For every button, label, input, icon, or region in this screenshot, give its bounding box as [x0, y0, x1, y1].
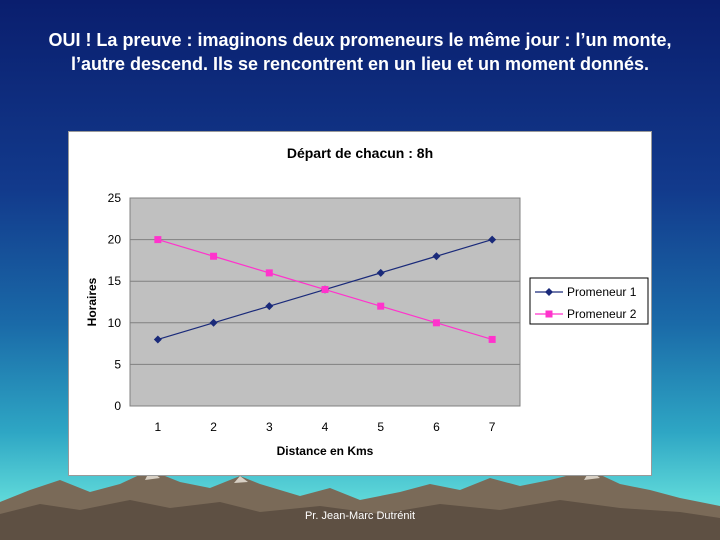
y-tick-label: 10 [108, 316, 122, 330]
x-tick-label: 2 [210, 420, 217, 434]
series-layer [153, 235, 497, 344]
legend-marker [545, 288, 553, 296]
data-point [209, 318, 218, 327]
x-tick-label: 7 [489, 420, 496, 434]
legend-label: Promeneur 1 [567, 285, 637, 299]
legend: Promeneur 1 Promeneur 2 [535, 285, 637, 321]
y-axis-ticks: 0 5 10 15 20 25 [108, 191, 122, 413]
grid-lines [130, 239, 520, 365]
chart-container: Départ de chacun : 8h 0 5 10 15 20 25 1 2 3 4 5 6 7… [68, 131, 652, 476]
plot-area [129, 197, 521, 407]
data-point [488, 335, 496, 343]
data-point [210, 252, 218, 260]
data-point [376, 268, 385, 277]
x-tick-label: 3 [266, 420, 273, 434]
slide-title: OUI ! La preuve : imaginons deux promene… [48, 30, 672, 74]
legend-entry-1: Promeneur 1 [535, 285, 637, 299]
y-tick-label: 5 [114, 357, 121, 371]
footer-author: Pr. Jean-Marc Dutrénit [304, 510, 416, 522]
y-tick-label: 20 [108, 233, 122, 247]
x-axis-ticks: 1 2 3 4 5 6 7 [155, 420, 496, 434]
x-tick-label: 5 [377, 420, 384, 434]
mountain-landscape [0, 470, 720, 540]
chart-title: Départ de chacun : 8h [287, 145, 433, 161]
data-point [488, 235, 497, 244]
data-point [153, 335, 162, 344]
data-point [432, 319, 440, 327]
legend-label: Promeneur 2 [567, 307, 637, 321]
y-tick-label: 0 [114, 399, 121, 413]
data-point [377, 302, 385, 310]
legend-entry-2: Promeneur 2 [535, 307, 637, 321]
x-tick-label: 6 [433, 420, 440, 434]
series-2 [154, 236, 496, 343]
data-point [432, 252, 441, 261]
x-tick-label: 1 [155, 420, 162, 434]
data-point [265, 302, 274, 311]
legend-marker [545, 310, 553, 318]
line-chart: Départ de chacun : 8h 0 5 10 15 20 25 1 2 3 4 5 6 7… [85, 145, 649, 458]
x-tick-label: 4 [322, 420, 329, 434]
y-tick-label: 25 [108, 191, 122, 205]
data-point [265, 269, 273, 277]
data-point [321, 286, 329, 294]
data-point [154, 236, 162, 244]
y-tick-label: 15 [108, 274, 122, 288]
y-axis-label: Horaires [85, 277, 99, 326]
x-axis-label: Distance en Kms [277, 444, 374, 458]
